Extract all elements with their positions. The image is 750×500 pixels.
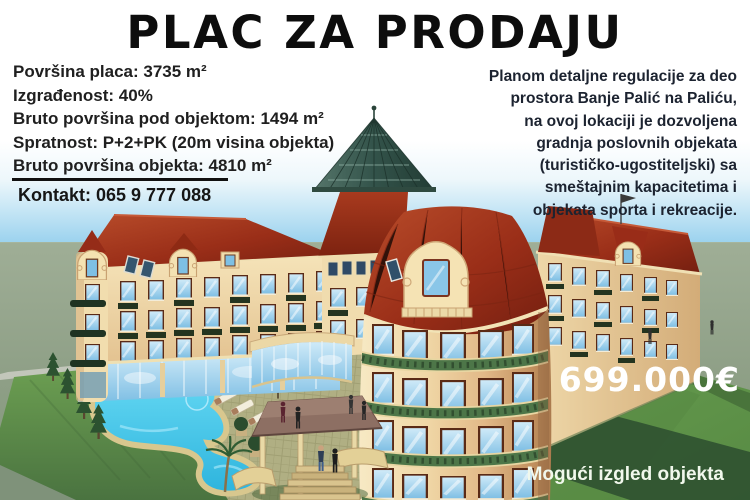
conservatory	[249, 332, 355, 389]
contact-divider	[12, 178, 228, 181]
note-line: smeštajnim kapacitetima i	[544, 179, 737, 197]
page-title: PLAC ZA PRODAJU	[126, 6, 624, 59]
palm-tree	[205, 435, 253, 493]
image-caption: Mogući izgled objekta	[526, 464, 724, 485]
detail-line-area: Površina placa: 3735 m²	[13, 62, 207, 81]
price-tag: 699.000€	[558, 360, 740, 399]
detail-line-built: Izgrađenost: 40%	[13, 85, 153, 105]
detail-line-footprint: Bruto površina pod objektom: 1494 m²	[13, 109, 324, 128]
left-wing-roof-dormers	[123, 233, 240, 280]
note-line: objekata sporta i rekreacije.	[532, 201, 737, 219]
people	[280, 320, 714, 473]
note-line: na ovoj lokaciji je dozvoljena	[524, 112, 737, 130]
corner-tower	[70, 230, 108, 402]
property-details: Površina placa: 3735 m² Izgrađenost: 40%…	[13, 60, 334, 178]
left-wing	[75, 214, 341, 402]
contact-phone: Kontakt: 065 9 777 088	[18, 185, 212, 205]
rotunda	[359, 206, 552, 500]
rotunda-gable	[401, 241, 473, 318]
note-line: gradnja poslovnih objekata	[536, 134, 737, 152]
detail-line-floors: Spratnost: P+2+PK (20m visina objekta)	[13, 132, 335, 152]
detail-line-gross-area: Bruto površina objekta: 4810 m²	[13, 156, 272, 175]
note-line: (turističko-ugostiteljski) sa	[539, 157, 737, 175]
note-line: Planom detaljne regulacije za deo	[488, 68, 737, 85]
right-wing	[535, 194, 703, 452]
note-line: prostora Banje Palić na Paliću,	[510, 90, 737, 108]
regulation-note: Planom detaljne regulacije za deo prosto…	[427, 66, 737, 222]
